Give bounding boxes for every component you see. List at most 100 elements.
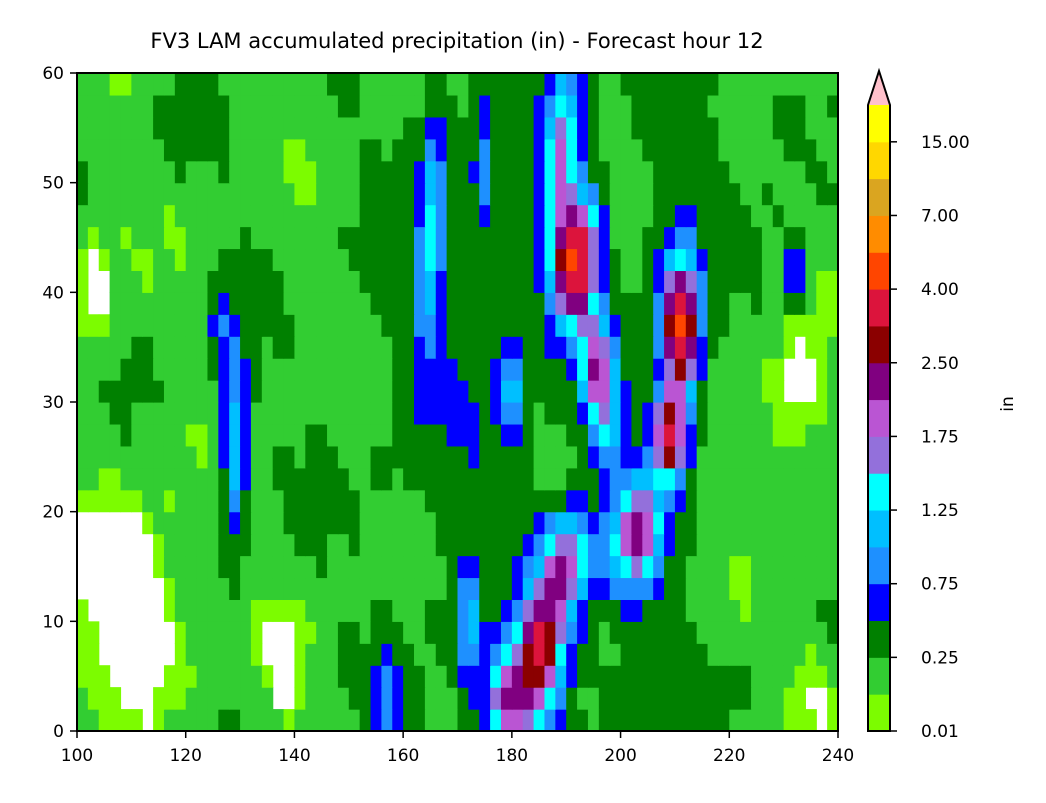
field-cell-1095 — [609, 358, 622, 381]
field-cell-1185 — [109, 314, 122, 337]
field-cell-1006 — [370, 380, 382, 403]
field-cell-1508 — [631, 226, 643, 250]
field-cell-585 — [359, 511, 372, 535]
field-cell-183 — [718, 665, 730, 688]
field-cell-1981 — [446, 73, 459, 96]
field-cell-896 — [696, 423, 709, 447]
field-cell-1053 — [153, 358, 165, 381]
field-cell-1942 — [783, 94, 796, 118]
field-cell-842 — [109, 423, 122, 447]
field-cell-1591 — [772, 204, 785, 228]
field-cell-1020 — [522, 380, 535, 403]
field-cell-1783 — [577, 138, 589, 162]
field-cell-58 — [718, 709, 730, 731]
field-cell-700 — [87, 467, 100, 491]
colorbar-label: in — [998, 396, 1018, 412]
field-cell-880 — [522, 423, 535, 447]
field-cell-1852 — [566, 116, 578, 140]
field-cell-897 — [707, 423, 720, 447]
colorbar-tick-label-0: 0.01 — [921, 722, 959, 742]
field-cell-758 — [718, 467, 730, 491]
field-cell-208 — [337, 643, 350, 666]
field-cell-1817 — [185, 116, 198, 140]
field-cell-694 — [783, 489, 796, 513]
field-cell-1462 — [131, 226, 143, 250]
field-cell-517 — [316, 533, 328, 557]
field-cell-1286 — [468, 292, 480, 315]
x-tick-label-1: 120 — [169, 746, 201, 766]
field-cell-1816 — [174, 116, 187, 140]
field-cell-541 — [577, 533, 589, 557]
field-cell-163 — [500, 665, 513, 688]
field-cell-1491 — [446, 226, 459, 250]
field-cell-698 — [827, 489, 838, 513]
field-cell-1960 — [218, 73, 230, 96]
field-cell-727 — [381, 467, 393, 491]
field-cell-1771 — [446, 138, 459, 162]
field-cell-1115 — [98, 336, 111, 359]
field-cell-1633 — [468, 182, 480, 206]
field-cell-675 — [577, 489, 589, 513]
field-cell-1972 — [348, 73, 361, 96]
field-cell-535 — [511, 533, 524, 557]
field-cell-2009 — [751, 73, 763, 96]
field-cell-1884 — [153, 94, 165, 118]
field-cell-1845 — [490, 116, 502, 140]
field-cell-1460 — [109, 226, 122, 250]
field-cell-903 — [772, 423, 785, 447]
field-cell-627 — [816, 511, 828, 535]
field-cell-1347 — [392, 270, 404, 293]
colorbar-band-5 — [868, 510, 890, 548]
field-cell-1569 — [533, 204, 546, 228]
field-cell-1588 — [740, 204, 752, 228]
field-cell-1430 — [544, 248, 556, 271]
field-cell-1373 — [674, 270, 687, 293]
field-cell-510 — [240, 533, 252, 557]
field-cell-1433 — [577, 248, 589, 271]
field-cell-458 — [359, 555, 372, 579]
field-cell-1148 — [457, 336, 469, 359]
field-cell-925 — [250, 402, 263, 425]
field-cell-1429 — [533, 248, 546, 271]
field-cell-440 — [163, 555, 176, 579]
field-cell-1969 — [316, 73, 328, 96]
field-cell-491 — [718, 555, 730, 579]
field-cell-494 — [751, 555, 763, 579]
field-cell-1259 — [174, 292, 187, 315]
field-cell-1205 — [327, 314, 339, 337]
field-cell-1217 — [457, 314, 469, 337]
field-cell-1864 — [696, 116, 709, 140]
field-cell-545 — [620, 533, 633, 557]
x-tick-label-2: 140 — [278, 746, 310, 766]
field-cell-1812 — [131, 116, 143, 140]
field-cell-1168 — [674, 336, 687, 359]
field-cell-60 — [740, 709, 752, 731]
field-cell-1364 — [577, 270, 589, 293]
field-cell-661 — [424, 489, 437, 513]
field-cell-597 — [490, 511, 502, 535]
field-cell-1575 — [598, 204, 611, 228]
field-cell-1600 — [109, 182, 122, 206]
field-cell-396 — [370, 577, 382, 600]
field-cell-1076 — [403, 358, 415, 381]
field-cell-382 — [218, 577, 230, 600]
field-cell-1366 — [598, 270, 611, 293]
field-cell-1072 — [359, 358, 372, 381]
field-cell-1689 — [316, 160, 328, 184]
field-cell-196 — [174, 643, 187, 666]
field-cell-1434 — [587, 248, 600, 271]
field-cell-1980 — [435, 73, 448, 96]
field-cell-1145 — [424, 336, 437, 359]
field-cell-797 — [381, 445, 393, 469]
field-cell-420 — [631, 577, 643, 600]
field-cell-1502 — [566, 226, 578, 250]
field-cell-72 — [153, 687, 165, 710]
field-cell-571 — [207, 511, 219, 535]
field-cell-52 — [653, 709, 665, 731]
field-cell-2001 — [664, 73, 676, 96]
field-cell-1692 — [348, 160, 361, 184]
field-cell-617 — [707, 511, 720, 535]
field-cell-853 — [229, 423, 241, 447]
field-cell-51 — [642, 709, 654, 731]
field-cell-1708 — [522, 160, 535, 184]
